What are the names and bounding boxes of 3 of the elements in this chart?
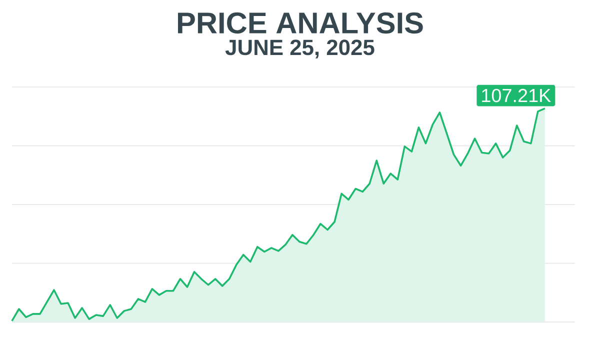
text: 107.21K: [482, 88, 551, 102]
chart-title: PRICE ANALYSIS: [178, 12, 423, 34]
chart-subtitle: JUNE 25, 2025: [225, 40, 374, 58]
